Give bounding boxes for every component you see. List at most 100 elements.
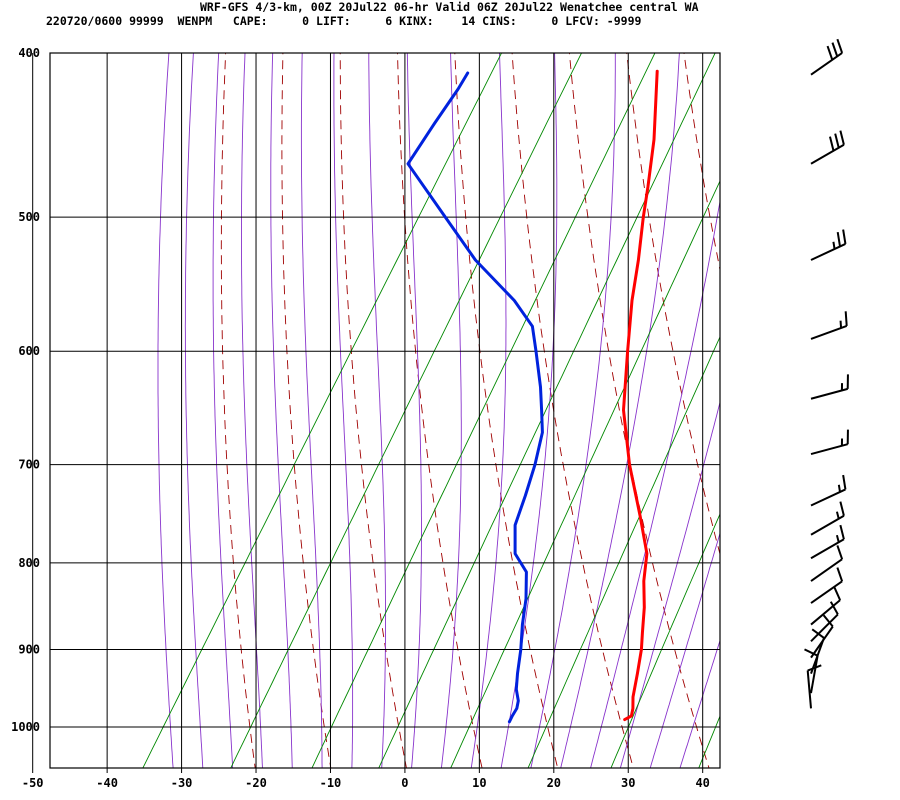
dry-adiabat-line — [626, 53, 720, 556]
mixing-ratio-line — [311, 53, 656, 768]
y-tick-label: 400 — [18, 46, 40, 60]
wind-barb-half-feather — [839, 320, 843, 329]
moist-adiabat-line — [157, 53, 174, 768]
wind-barb-half-feather — [837, 484, 841, 493]
wind-barb-feather — [842, 474, 847, 490]
wind-barb-feather — [807, 664, 822, 672]
wind-barb-feather — [836, 231, 841, 247]
wind-barb — [810, 311, 848, 340]
wind-barb-shaft — [810, 243, 846, 261]
x-tick-label: -30 — [171, 776, 193, 790]
wind-barb-feather — [811, 628, 825, 639]
mixing-ratio-line — [450, 180, 720, 768]
wind-barb-half-feather — [832, 241, 836, 250]
mixing-ratio-line — [698, 715, 720, 768]
wind-barb — [810, 601, 839, 642]
wind-barb-feather — [822, 614, 834, 628]
temperature-trace — [622, 69, 659, 722]
wind-barb-feather — [804, 648, 819, 657]
moist-adiabat-line — [241, 53, 263, 768]
wind-barb-shaft — [810, 387, 848, 400]
wind-barb — [810, 374, 849, 400]
wind-barb-shaft — [810, 514, 845, 536]
dry-adiabat-line — [454, 53, 559, 768]
moist-adiabat-line — [560, 53, 680, 768]
wind-barb — [810, 38, 844, 76]
dry-adiabat-line — [397, 53, 483, 768]
wind-barb — [810, 524, 845, 560]
x-tick-label: 0 — [401, 776, 408, 790]
x-tick-label: -50 — [22, 776, 44, 790]
dry-adiabat-line — [220, 53, 256, 768]
wind-barb — [810, 567, 844, 604]
wind-barb-feather — [833, 586, 842, 601]
wind-barb-shaft — [810, 599, 841, 626]
moist-adiabat-line — [440, 53, 462, 768]
moist-adiabat-line — [406, 53, 422, 768]
mixing-ratio-line — [142, 53, 503, 768]
wind-barb-feather — [831, 42, 839, 57]
wind-barb-feather — [826, 45, 834, 61]
wind-barb-feather — [836, 38, 844, 54]
wind-barb-shaft — [810, 488, 846, 507]
y-tick-label: 600 — [18, 344, 40, 358]
x-tick-label: 40 — [695, 776, 709, 790]
wind-barb-shaft — [810, 580, 843, 604]
plot-frame — [49, 52, 721, 769]
wind-barb-feather — [834, 133, 840, 149]
mixing-ratio-line — [789, 15, 900, 770]
wind-barb-feather — [836, 545, 844, 560]
wind-barb-feather — [839, 130, 845, 146]
wind-barb-shaft — [806, 670, 812, 709]
dry-adiabat-line — [792, 15, 900, 770]
moist-adiabat-line — [619, 400, 720, 768]
sounding-indices-line: 220720/0600 99999 WENPM CAPE: 0 LIFT: 6 … — [46, 14, 642, 28]
dry-adiabat-line — [339, 53, 407, 768]
y-tick-label: 800 — [18, 556, 40, 570]
sounding-trace-layer — [406, 69, 659, 724]
wind-barb — [810, 474, 847, 507]
x-tick-label: -40 — [96, 776, 118, 790]
mixing-ratio-line — [527, 335, 720, 768]
wind-barb-feather — [842, 229, 847, 245]
dewpoint-trace — [406, 71, 544, 724]
wind-barb-shaft — [810, 52, 843, 76]
wind-barb-feather — [839, 524, 845, 540]
x-tick-label: 30 — [621, 776, 635, 790]
moist-adiabat-line — [590, 199, 720, 768]
wind-barb — [810, 501, 845, 536]
y-tick-label: 900 — [18, 642, 40, 656]
y-tick-label: 500 — [18, 210, 40, 224]
chart-title: WRF-GFS 4/3-km, 00Z 20Jul22 06-hr Valid … — [200, 0, 699, 14]
mixing-ratio-line — [378, 53, 716, 768]
y-tick-label: 1000 — [11, 720, 40, 734]
wind-barb-shaft — [810, 613, 839, 642]
dry-adiabat-line — [281, 53, 332, 768]
wind-barb — [810, 545, 844, 582]
wind-barb-shaft — [810, 324, 848, 340]
grid-layer — [32, 52, 721, 769]
x-tick-label: -10 — [320, 776, 342, 790]
wind-barb — [810, 586, 842, 626]
x-tick-label: 20 — [547, 776, 561, 790]
moist-adiabat-line — [679, 639, 720, 768]
dry-adiabat-line — [568, 53, 710, 768]
wind-barb-shaft — [810, 443, 848, 456]
wind-barb-half-feather — [835, 534, 840, 543]
moist-adiabat-line — [300, 53, 323, 768]
wind-barb — [810, 429, 849, 456]
moist-adiabat-line — [333, 53, 354, 768]
moist-adiabat-line — [270, 53, 293, 768]
wind-barb-feather — [829, 136, 835, 152]
wind-barb-shaft — [810, 143, 845, 165]
wind-barb-feather — [829, 601, 839, 615]
x-tick-label: 10 — [472, 776, 486, 790]
moist-adiabat-line — [212, 53, 234, 768]
mixing-ratio-line — [610, 512, 720, 768]
axis-label-layer: -50 -40 -30 -20 -10 0 10 20 30 40 400 500 600 700 800 9… — [11, 46, 710, 790]
wind-barb — [810, 229, 847, 261]
wind-barb — [804, 648, 819, 694]
wind-barb-feather — [836, 567, 844, 582]
wind-barb-half-feather — [835, 511, 840, 519]
wind-barb-feather — [844, 311, 848, 326]
